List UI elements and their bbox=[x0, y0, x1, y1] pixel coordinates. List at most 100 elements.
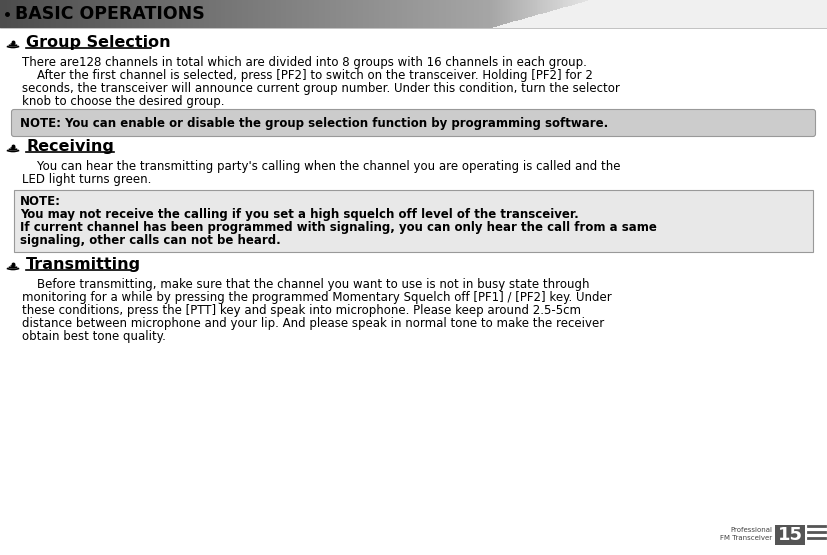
Bar bbox=[775, 525, 805, 545]
Bar bbox=[317, 0, 318, 28]
Bar bbox=[255, 0, 256, 28]
Bar bbox=[382, 0, 384, 28]
Bar bbox=[405, 0, 407, 28]
Bar bbox=[233, 0, 235, 28]
Bar bbox=[502, 0, 504, 25]
Bar bbox=[111, 0, 112, 28]
Bar bbox=[323, 0, 325, 28]
Bar bbox=[467, 0, 469, 28]
Bar bbox=[540, 0, 542, 14]
Text: monitoring for a while by pressing the programmed Momentary Squelch off [PF1] / : monitoring for a while by pressing the p… bbox=[22, 291, 612, 304]
Text: LED light turns green.: LED light turns green. bbox=[22, 173, 151, 186]
Bar bbox=[369, 0, 370, 28]
Bar bbox=[360, 0, 361, 28]
Bar bbox=[134, 0, 136, 28]
Bar bbox=[422, 0, 423, 28]
Bar bbox=[62, 0, 64, 28]
Bar bbox=[52, 0, 54, 28]
Bar bbox=[266, 0, 268, 28]
Bar bbox=[97, 0, 98, 28]
Bar bbox=[436, 0, 437, 28]
Bar bbox=[489, 0, 490, 28]
Bar bbox=[137, 0, 139, 28]
Bar bbox=[429, 0, 431, 28]
Bar bbox=[350, 0, 351, 28]
Bar bbox=[367, 0, 369, 28]
Bar bbox=[557, 0, 558, 9]
Bar bbox=[423, 0, 425, 28]
Bar bbox=[92, 0, 93, 28]
Bar bbox=[537, 0, 538, 15]
Bar bbox=[485, 0, 487, 28]
Bar bbox=[10, 0, 12, 28]
Bar bbox=[171, 0, 173, 28]
Bar bbox=[31, 0, 33, 28]
Bar bbox=[168, 0, 170, 28]
Text: obtain best tone quality.: obtain best tone quality. bbox=[22, 330, 166, 343]
Bar bbox=[280, 0, 281, 28]
Bar bbox=[461, 0, 462, 28]
Bar bbox=[565, 0, 566, 7]
Bar bbox=[570, 0, 571, 6]
Text: knob to choose the desired group.: knob to choose the desired group. bbox=[22, 95, 224, 108]
Bar bbox=[394, 0, 395, 28]
Bar bbox=[258, 0, 260, 28]
Bar bbox=[142, 0, 144, 28]
Bar bbox=[273, 0, 275, 28]
Bar bbox=[229, 0, 230, 28]
Bar bbox=[530, 0, 532, 17]
Bar bbox=[278, 0, 280, 28]
Bar bbox=[122, 0, 124, 28]
Bar bbox=[484, 0, 485, 28]
Bar bbox=[181, 0, 183, 28]
Bar bbox=[176, 0, 178, 28]
Bar bbox=[0, 0, 2, 28]
Bar bbox=[216, 0, 218, 28]
Bar bbox=[203, 0, 204, 28]
Bar bbox=[164, 0, 165, 28]
Bar bbox=[235, 0, 237, 28]
Text: seconds, the transceiver will announce current group number. Under this conditio: seconds, the transceiver will announce c… bbox=[22, 82, 620, 95]
Text: Before transmitting, make sure that the channel you want to use is not in busy s: Before transmitting, make sure that the … bbox=[22, 278, 590, 291]
Bar bbox=[173, 0, 174, 28]
Bar bbox=[99, 0, 101, 28]
Bar bbox=[380, 0, 382, 28]
Bar bbox=[80, 0, 82, 28]
Bar bbox=[576, 0, 578, 4]
Bar bbox=[480, 0, 482, 28]
Bar bbox=[2, 0, 3, 28]
Bar bbox=[218, 0, 219, 28]
Bar bbox=[397, 0, 399, 28]
Bar bbox=[65, 0, 67, 28]
Bar bbox=[523, 0, 525, 19]
Bar bbox=[447, 0, 449, 28]
Bar bbox=[573, 0, 575, 4]
Bar bbox=[154, 0, 155, 28]
Bar bbox=[304, 0, 305, 28]
Bar bbox=[404, 0, 405, 28]
Bar bbox=[55, 0, 57, 28]
Bar bbox=[208, 0, 209, 28]
Bar bbox=[528, 0, 530, 17]
Bar bbox=[39, 0, 41, 28]
Bar bbox=[575, 0, 576, 4]
Bar bbox=[98, 0, 99, 28]
Bar bbox=[42, 0, 44, 28]
Bar bbox=[129, 0, 131, 28]
Bar bbox=[157, 0, 159, 28]
FancyBboxPatch shape bbox=[12, 109, 815, 137]
Bar bbox=[325, 0, 327, 28]
Bar bbox=[469, 0, 471, 28]
Bar bbox=[548, 0, 550, 12]
Bar bbox=[395, 0, 397, 28]
Bar bbox=[471, 0, 472, 28]
Bar bbox=[22, 0, 23, 28]
Bar bbox=[459, 0, 461, 28]
Bar bbox=[196, 0, 198, 28]
Text: You may not receive the calling if you set a high squelch off level of the trans: You may not receive the calling if you s… bbox=[20, 208, 579, 221]
Bar bbox=[84, 0, 85, 28]
Bar bbox=[364, 0, 366, 28]
Bar bbox=[379, 0, 380, 28]
Bar bbox=[152, 0, 154, 28]
Bar bbox=[23, 0, 25, 28]
